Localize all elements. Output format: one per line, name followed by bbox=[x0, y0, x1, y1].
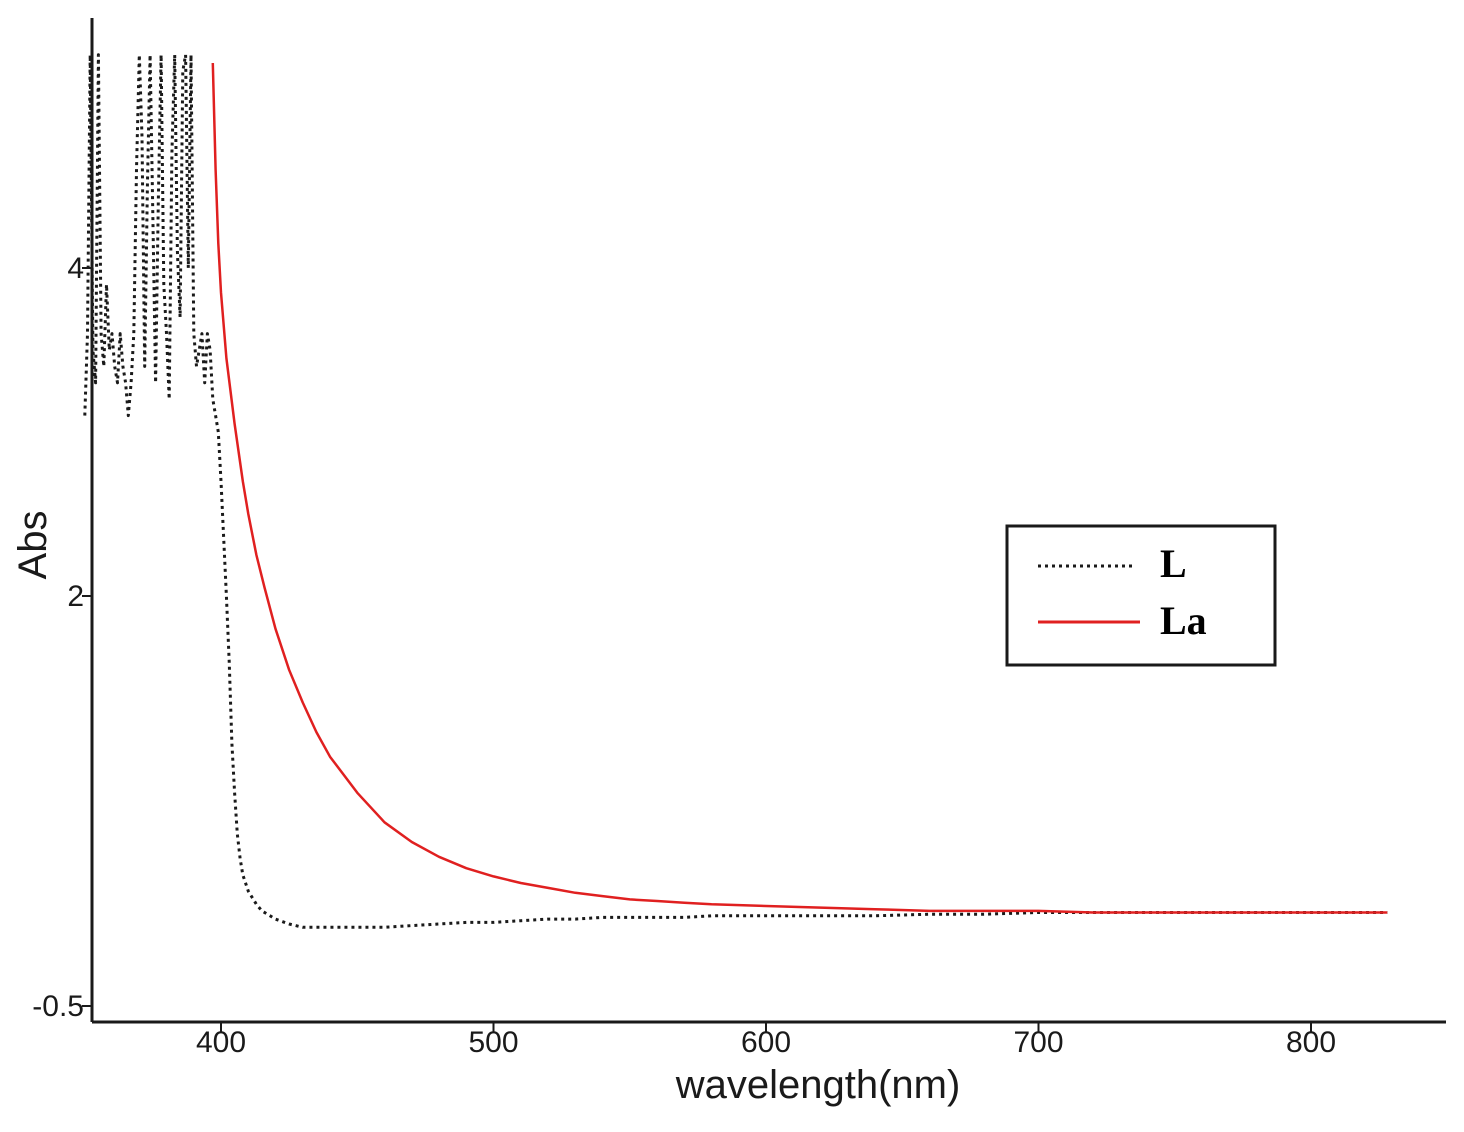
x-tick-label: 700 bbox=[1013, 1026, 1063, 1059]
x-tick-label: 500 bbox=[468, 1026, 518, 1059]
legend-label-L: L bbox=[1160, 541, 1187, 586]
y-tick-label: 4 bbox=[67, 252, 84, 285]
y-tick-label: 2 bbox=[67, 580, 84, 613]
series-line-La bbox=[211, 62, 1388, 914]
y-tick-label: -0.5 bbox=[32, 990, 84, 1023]
y-ticks: -0.5 2 4 bbox=[32, 252, 92, 1023]
x-tick-label: 600 bbox=[741, 1026, 791, 1059]
legend-label-La: La bbox=[1160, 598, 1207, 643]
x-axis-title: wavelength(nm) bbox=[675, 1063, 961, 1107]
y-axis-title: Abs bbox=[11, 511, 55, 580]
x-ticks: 400 500 600 700 800 bbox=[196, 1022, 1336, 1059]
legend: L La bbox=[1005, 524, 1277, 667]
plot-area: 400 500 600 700 800 -0.5 2 4 bbox=[32, 18, 1446, 1059]
series-line-L bbox=[83, 53, 1388, 929]
legend-box bbox=[1005, 524, 1277, 667]
x-tick-label: 800 bbox=[1286, 1026, 1336, 1059]
x-tick-label: 400 bbox=[196, 1026, 246, 1059]
series-layer bbox=[83, 53, 1388, 929]
